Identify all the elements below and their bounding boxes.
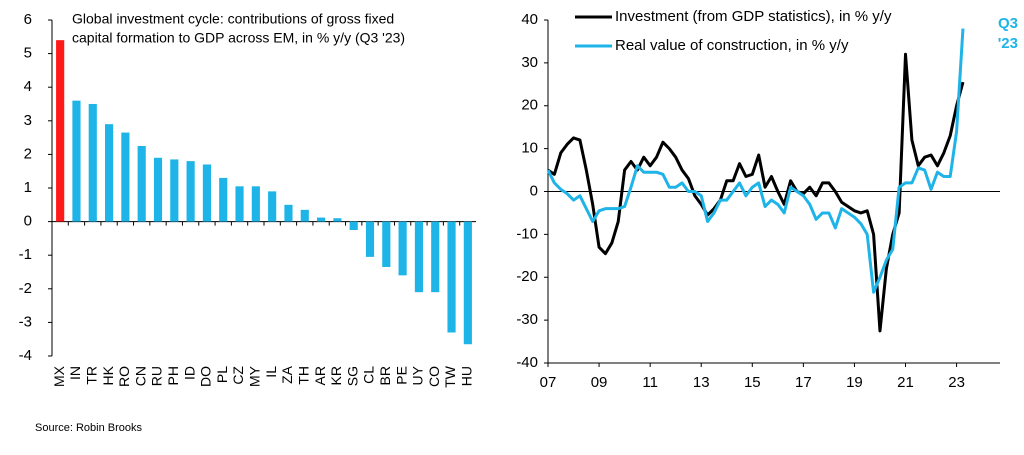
y-tick-label: 40 [521,11,538,28]
chart-title: capital formation to GDP across EM, in %… [72,30,405,46]
bar [365,221,375,257]
y-tick-label: 0 [530,182,538,199]
x-tick-label: PH [165,366,181,385]
x-tick-label: AR [312,366,328,385]
bar [398,221,407,276]
bar [105,124,114,222]
y-tick-label: 0 [24,213,32,230]
x-tick-label: 23 [948,374,965,391]
x-tick-label: HK [100,365,116,385]
x-tick-label: CN [132,366,148,386]
line [546,28,965,294]
bar [268,191,277,222]
bar [137,146,146,222]
bar [121,132,130,222]
x-tick-label: 13 [693,374,710,391]
x-tick-label: 21 [897,374,914,391]
y-tick-label: 3 [24,112,32,129]
x-tick-label: IL [263,366,279,378]
bar [349,221,358,230]
bar [170,159,179,222]
x-tick-label: 17 [795,374,812,391]
y-tick-label: 6 [24,11,32,28]
x-tick-label: PE [393,366,409,385]
y-tick-label: -20 [516,268,538,285]
bar [431,221,440,293]
x-tick-label: TW [442,365,458,388]
bar [317,217,326,222]
chart-title: Global investment cycle: contributions o… [72,11,394,27]
bar [186,161,195,222]
x-tick-label: 07 [540,374,557,391]
y-tick-label: 1 [24,179,32,196]
x-tick-label: DO [198,366,214,387]
x-tick-label: SG [344,366,360,386]
x-tick-label: CL [361,366,377,384]
y-tick-label: -10 [516,225,538,242]
x-tick-label: 11 [642,374,658,391]
legend-label: Investment (from GDP statistics), in % y… [615,8,892,25]
y-tick-label: -1 [19,246,32,263]
x-tick-label: TH [295,366,311,385]
bar [333,218,342,222]
y-tick-label: -30 [516,311,538,328]
x-tick-label: 19 [846,374,863,391]
bar [284,204,293,222]
bar [153,157,163,222]
line [547,52,965,333]
x-tick-label: KR [328,366,344,385]
y-tick-label: 20 [521,97,538,114]
bar [88,104,97,222]
bar [251,186,260,222]
y-tick-label: 10 [521,140,538,157]
x-tick-label: CZ [230,366,246,385]
y-tick-label: -40 [516,354,538,371]
x-tick-label: PL [214,366,230,383]
bar [463,221,472,345]
x-tick-label: UY [410,365,426,385]
bar [202,164,211,222]
x-tick-label: TR [83,366,99,385]
bar [447,221,456,333]
x-tick-label: MY [247,365,263,387]
y-tick-label: -4 [19,347,32,364]
x-tick-label: 15 [744,374,761,391]
y-tick-label: 5 [24,45,32,62]
y-tick-label: -3 [19,313,32,330]
y-tick-label: 30 [521,54,538,71]
x-tick-label: ZA [279,365,295,384]
y-tick-label: 4 [24,78,32,95]
y-tick-label: -2 [19,280,32,297]
bar [235,186,244,222]
x-tick-label: ID [181,366,197,380]
annotation: Q3 [998,15,1018,32]
x-tick-label: BR [377,366,393,385]
bar [382,221,391,267]
source: Source: Robin Brooks [35,422,142,434]
bar [219,177,228,222]
annotation: '23 [998,35,1018,52]
y-tick-label: 2 [24,145,32,162]
x-tick-label: MX [51,365,67,387]
bar [56,40,65,222]
bar [414,221,423,293]
x-tick-label: CO [426,366,442,387]
legend-label: Real value of construction, in % y/y [615,37,849,54]
x-tick-label: RU [149,366,165,386]
x-tick-label: HU [459,366,475,386]
x-tick-label: RO [116,366,132,387]
x-tick-label: IN [67,366,83,380]
bar [72,100,81,222]
bar [300,209,309,222]
x-tick-label: 09 [591,374,608,391]
